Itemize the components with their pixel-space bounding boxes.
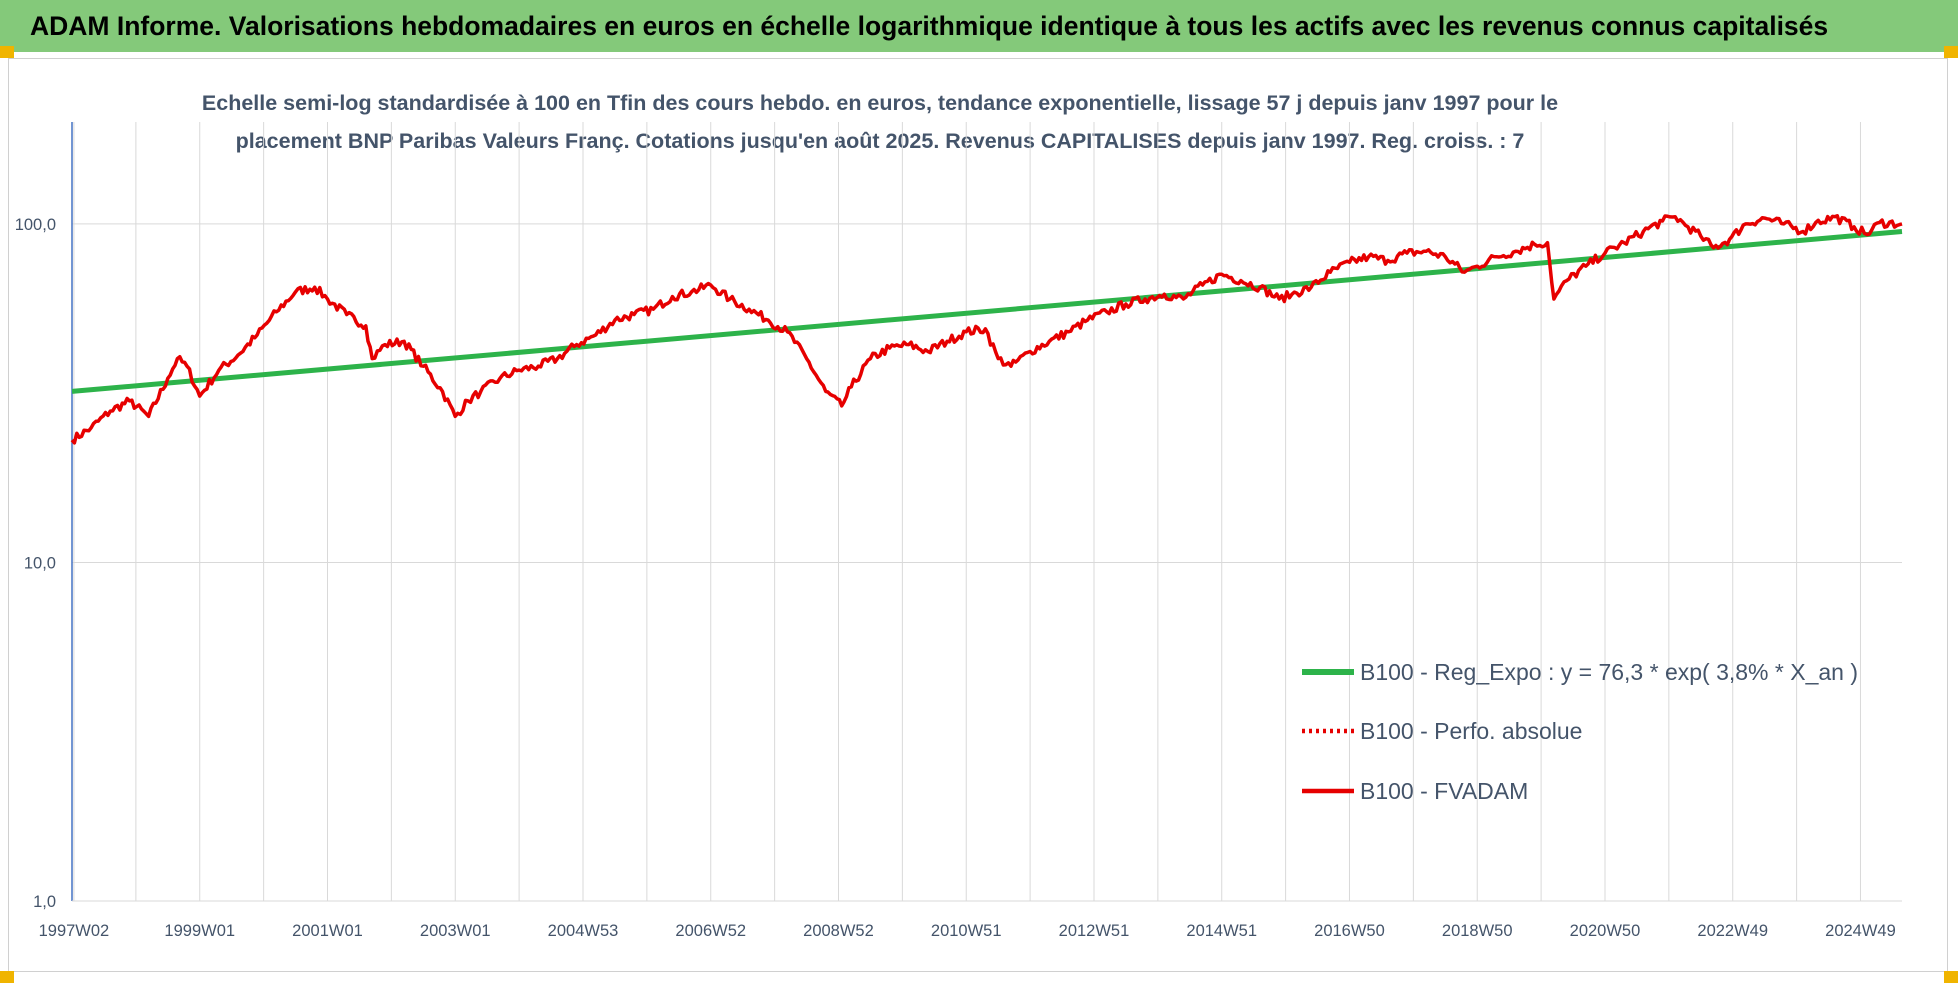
chart-title-line-2: placement BNP Paribas Valeurs Franç. Cot… (235, 129, 1525, 153)
x-tick-label: 2010W51 (931, 922, 1002, 940)
x-tick-label: 2022W49 (1697, 922, 1768, 940)
x-tick-label: 2003W01 (420, 922, 491, 940)
x-tick-label: 2006W52 (675, 922, 746, 940)
fvadam-series-line (70, 214, 1903, 445)
legend-label: B100 - Reg_Expo : y = 76,3 * exp( 3,8% *… (1360, 659, 1858, 685)
x-tick-label: 2018W50 (1442, 922, 1513, 940)
legend-label: B100 - FVADAM (1360, 778, 1528, 804)
x-tick-label: 2024W49 (1825, 922, 1896, 940)
tick-layer: 1,0 10,0 100,0 1997W02 1999W01 2001W01 2003W01… (15, 216, 1896, 940)
report-banner: ADAM Informe. Valorisations hebdomadaire… (0, 0, 1958, 52)
legend-label: B100 - Perfo. absolue (1360, 718, 1582, 744)
x-tick-label: 1997W02 (39, 922, 110, 940)
x-tick-label: 2016W50 (1314, 922, 1385, 940)
chart-title: Echelle semi-log standardisée à 100 en T… (200, 84, 1560, 160)
corner-marker-top-left (0, 46, 14, 58)
chart-frame (8, 58, 1948, 972)
x-tick-label: 1999W01 (164, 922, 235, 940)
x-tick-label: 2008W52 (803, 922, 874, 940)
grid-layer (72, 122, 1902, 902)
y-tick-label: 100,0 (15, 216, 56, 234)
legend: B100 - Reg_Expo : y = 76,3 * exp( 3,8% *… (1302, 659, 1858, 804)
corner-marker-bottom-left (0, 971, 14, 983)
x-tick-label: 2020W50 (1570, 922, 1641, 940)
x-tick-label: 2004W53 (548, 922, 619, 940)
corner-marker-top-right (1944, 46, 1958, 58)
banner-title: ADAM Informe. Valorisations hebdomadaire… (30, 11, 1829, 41)
series-layer (70, 214, 1903, 445)
x-tick-label: 2012W51 (1059, 922, 1130, 940)
chart-title-line-1: Echelle semi-log standardisée à 100 en T… (201, 91, 1559, 115)
axis-layer (71, 122, 1902, 902)
x-tick-label: 2001W01 (292, 922, 363, 940)
corner-marker-bottom-right (1944, 971, 1958, 983)
y-tick-label: 1,0 (33, 893, 56, 911)
x-tick-label: 2014W51 (1186, 922, 1257, 940)
y-tick-label: 10,0 (24, 554, 56, 572)
